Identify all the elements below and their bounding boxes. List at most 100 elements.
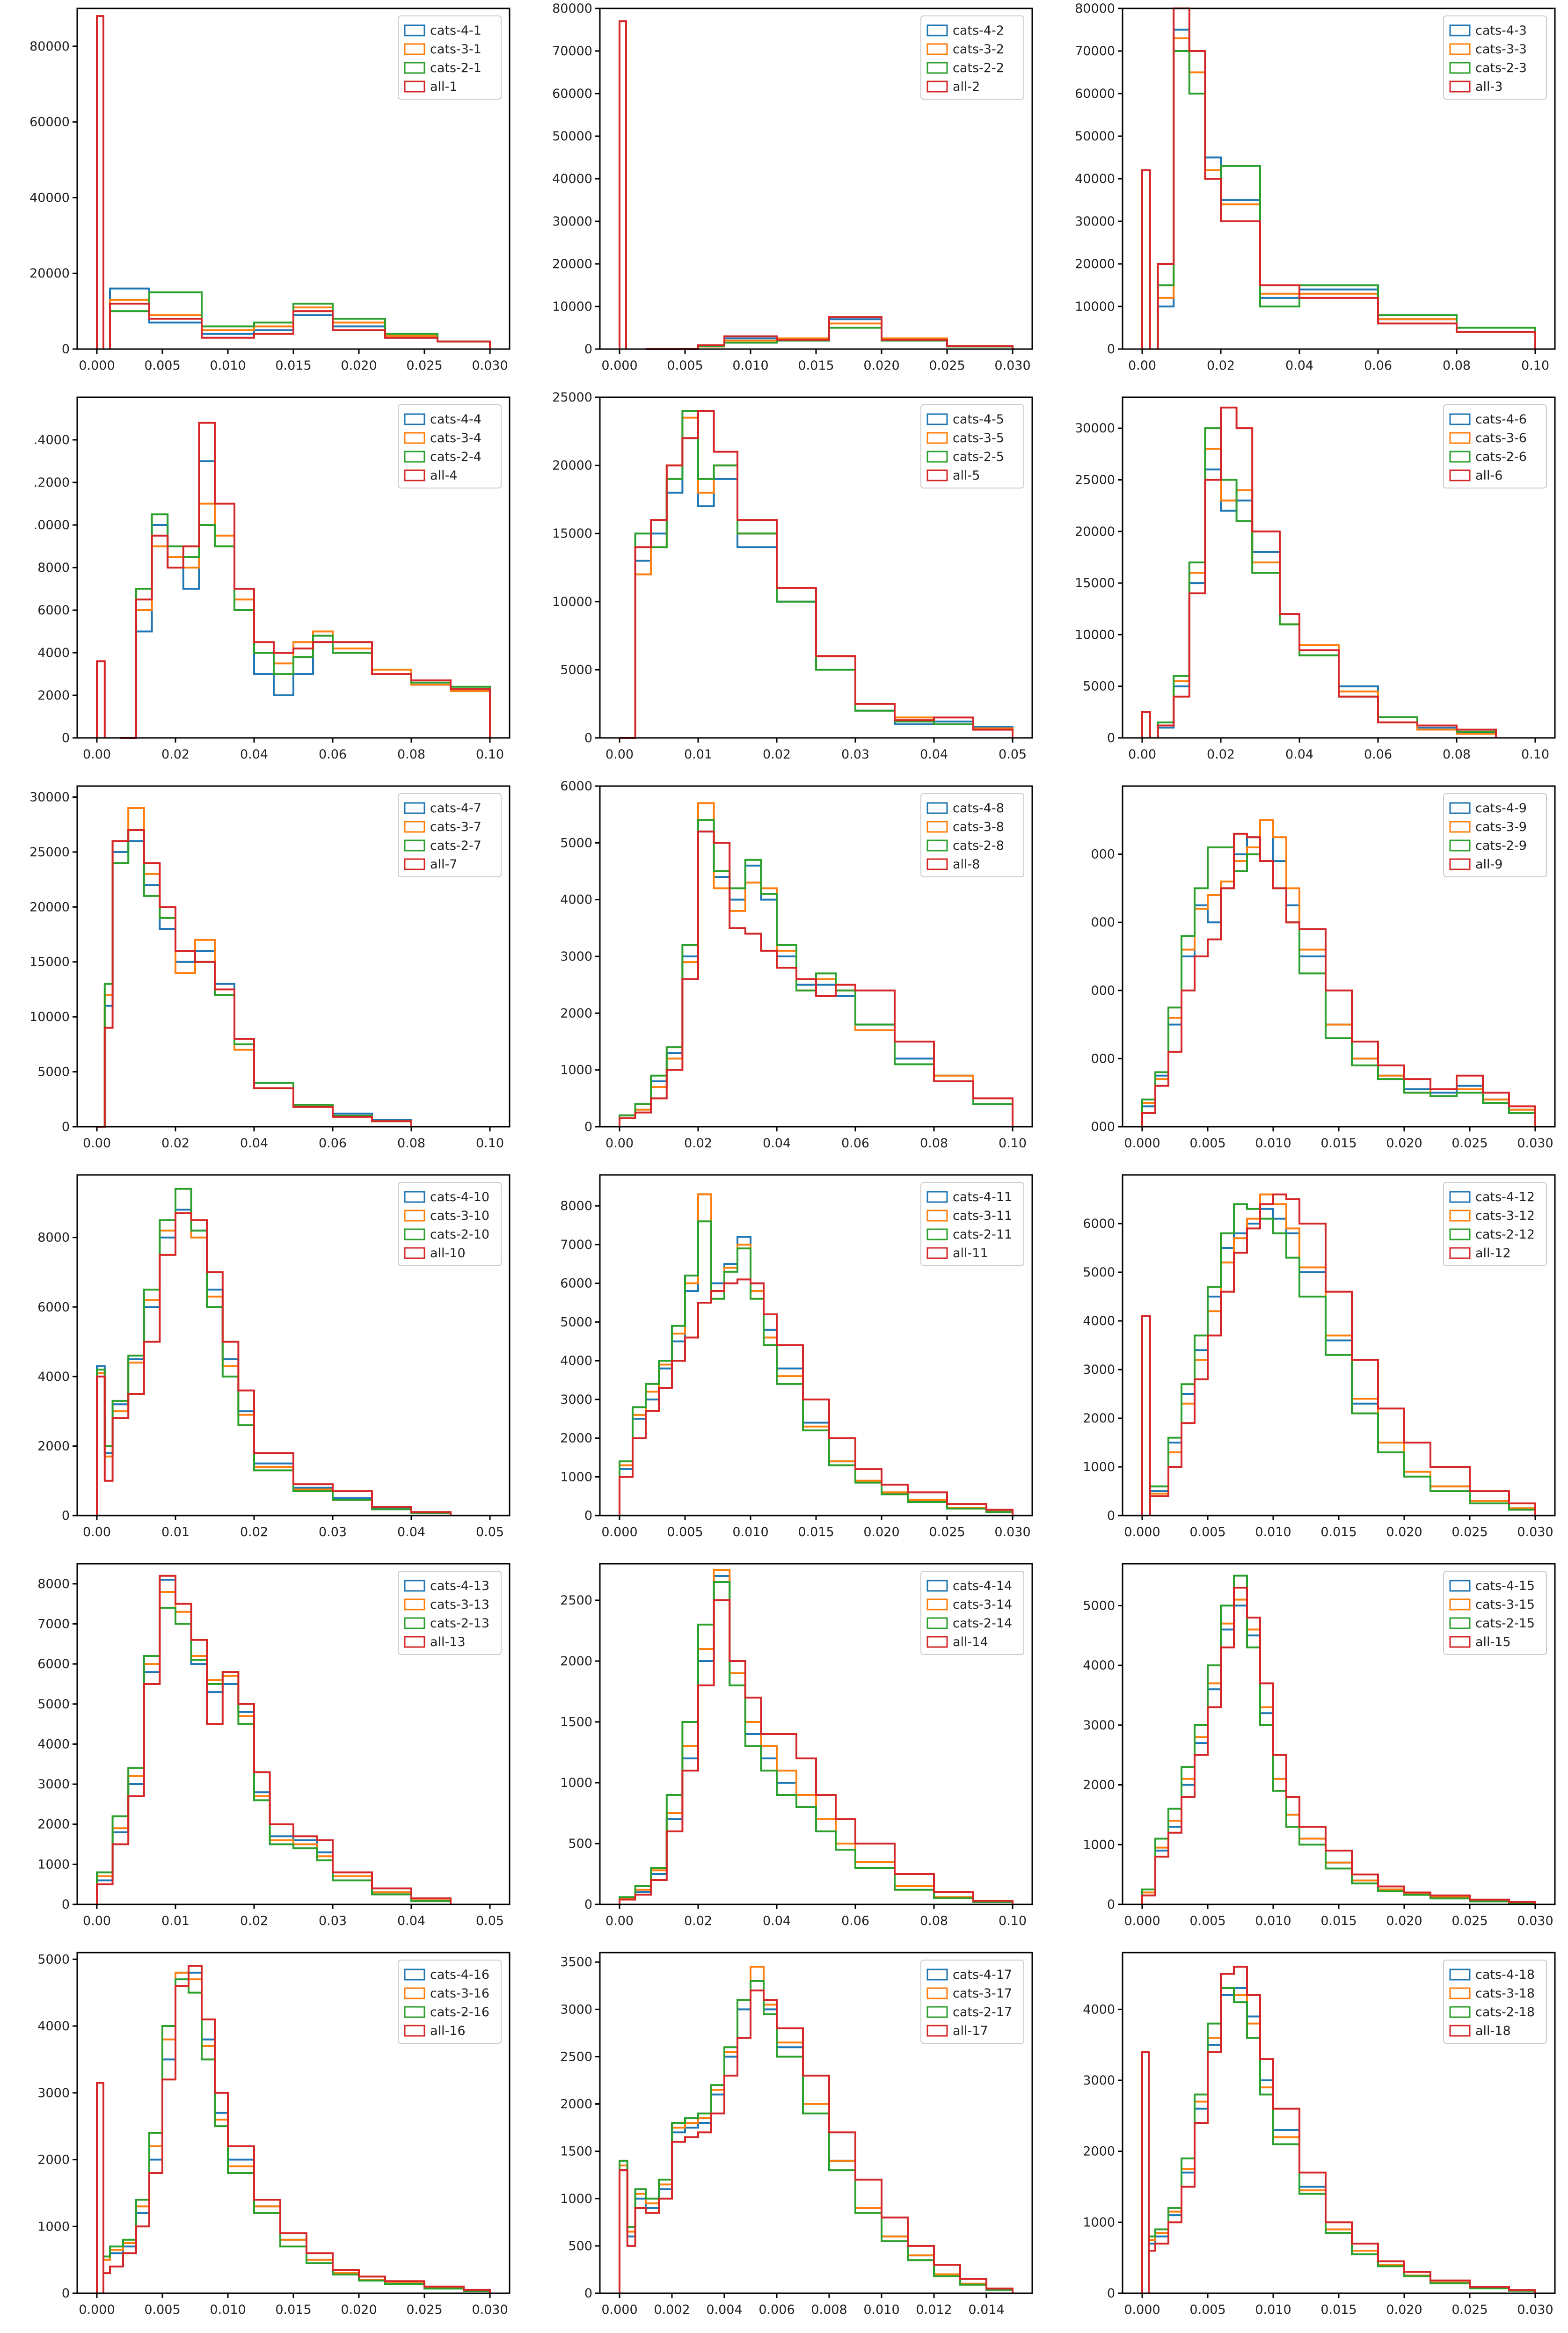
legend-swatch <box>404 2025 425 2037</box>
legend-swatch <box>404 24 425 36</box>
legend <box>920 793 1024 877</box>
legend-label: cats-2-17 <box>953 2005 1012 2020</box>
y-tick-label: 2000 <box>1083 1778 1115 1793</box>
y-tick-label: 2000 <box>560 1431 592 1446</box>
x-tick-label: 0.012 <box>916 2303 952 2317</box>
legend <box>398 1571 502 1655</box>
legend-swatch <box>404 451 425 463</box>
legend-label: cats-4-5 <box>953 412 1004 427</box>
legend-swatch <box>404 432 425 444</box>
legend-label: cats-2-12 <box>1475 1227 1535 1242</box>
y-tick-label: 000 <box>1091 984 1115 998</box>
x-tick-label: 0.04 <box>920 747 948 762</box>
x-tick-label: 0.000 <box>1124 1136 1160 1151</box>
x-tick-label: 0.04 <box>1285 747 1313 762</box>
legend-swatch <box>404 1968 425 1981</box>
spike-bar-1 <box>96 15 104 349</box>
y-tick-label: 40000 <box>1075 172 1115 186</box>
legend-swatch <box>926 43 948 55</box>
spike-bar-12 <box>1141 1315 1151 1516</box>
series-all-12 <box>1149 1193 1536 1516</box>
y-tick-label: 0 <box>62 1897 70 1912</box>
y-tick-label: .4000 <box>34 433 70 447</box>
legend <box>1443 793 1547 877</box>
x-tick-label: 0.01 <box>684 747 712 762</box>
legend-label: cats-4-13 <box>430 1579 489 1593</box>
legend-label: cats-2-14 <box>953 1616 1012 1631</box>
x-tick-label: 0.010 <box>210 358 246 373</box>
x-tick-label: 0.020 <box>863 1525 899 1539</box>
legend-label: cats-3-2 <box>953 42 1004 57</box>
y-tick-label: 1500 <box>560 2144 592 2159</box>
y-tick-label: 4000 <box>560 1354 592 1368</box>
y-tick-label: 5000 <box>560 1315 592 1329</box>
series-cats-3-13 <box>96 1590 452 1904</box>
y-tick-label: 10000 <box>29 1010 70 1024</box>
y-tick-label: 5000 <box>560 836 592 850</box>
legend-swatch <box>404 1210 425 1222</box>
legend-label: all-2 <box>953 80 980 94</box>
y-tick-label: 40000 <box>29 190 70 205</box>
y-tick-label: 2000 <box>37 1817 70 1832</box>
y-tick-label: 500 <box>568 2239 592 2253</box>
x-tick-label: 0.05 <box>999 747 1027 762</box>
y-tick-label: .2000 <box>34 475 70 490</box>
legend-swatch <box>926 2025 948 2037</box>
y-tick-label: 80000 <box>29 39 70 54</box>
legend-label: cats-4-10 <box>430 1190 489 1204</box>
y-tick-label: 4000 <box>37 646 70 660</box>
x-tick-label: 0.020 <box>1386 1525 1422 1539</box>
y-tick-label: 5000 <box>1083 679 1115 694</box>
y-tick-label: 4000 <box>37 2019 70 2034</box>
x-tick-label: 0.02 <box>1207 358 1235 373</box>
legend-label: cats-4-3 <box>1475 23 1527 38</box>
histogram-panel-1: 0.000 0.005 0.010 0.015 0.020 0.025 0.030 0 2000… <box>29 7 511 373</box>
legend-swatch <box>404 1987 425 1999</box>
x-tick-label: 0.05 <box>476 1914 504 1928</box>
x-tick-label: 0.014 <box>968 2303 1004 2317</box>
y-tick-label: 25000 <box>1075 473 1115 487</box>
legend-swatch <box>1449 469 1471 481</box>
series-cats-2-15 <box>1141 1575 1536 1904</box>
x-tick-label: 0.020 <box>1386 2303 1422 2317</box>
y-tick-label: 0 <box>62 1120 70 1134</box>
x-tick-label: 0.000 <box>79 358 115 373</box>
histogram-panel-3: 0.00 0.02 0.04 0.06 0.08 0.10 0 10000 20000 30000… <box>1075 1 1556 373</box>
x-tick-label: 0.10 <box>999 1914 1027 1928</box>
x-tick-label: 0.10 <box>476 1136 504 1151</box>
y-tick-label: 10000 <box>552 595 592 609</box>
legend-swatch <box>926 1968 948 1981</box>
legend <box>920 1571 1024 1655</box>
legend-swatch <box>1449 1598 1471 1611</box>
x-tick-label: 0.010 <box>732 358 768 373</box>
legend-swatch <box>926 1191 948 1203</box>
x-tick-label: 0.020 <box>341 358 377 373</box>
x-tick-label: 0.005 <box>667 358 703 373</box>
legend-label: cats-3-16 <box>430 1986 489 2001</box>
histogram-panel-13: 0.00 0.01 0.02 0.03 0.04 0.05 0 1000 2000 3000 400… <box>37 1563 511 1928</box>
x-tick-label: 0.10 <box>1521 358 1549 373</box>
axes-frame <box>599 396 1033 739</box>
legend-swatch <box>404 858 425 870</box>
y-tick-label: 20000 <box>29 266 70 281</box>
legend-label: cats-2-15 <box>1475 1616 1535 1631</box>
y-tick-label: 6000 <box>37 1300 70 1314</box>
y-tick-label: 50000 <box>552 129 592 144</box>
y-tick-label: 4000 <box>37 1737 70 1751</box>
legend-label: cats-3-5 <box>953 431 1004 445</box>
legend-label: cats-4-2 <box>953 23 1004 38</box>
series-cats-2-9 <box>1141 846 1536 1127</box>
x-tick-label: 0.000 <box>1124 1914 1160 1928</box>
y-tick-label: 15000 <box>552 526 592 541</box>
legend-swatch <box>926 1580 948 1592</box>
legend-label: cats-3-4 <box>430 431 481 445</box>
x-tick-label: 0.005 <box>1189 1136 1225 1151</box>
y-tick-label: 1000 <box>560 1776 592 1790</box>
series-all-7 <box>97 829 412 1128</box>
x-tick-label: 0.08 <box>1443 747 1471 762</box>
x-tick-label: 0.04 <box>240 1136 268 1151</box>
x-tick-label: 0.02 <box>240 1914 268 1928</box>
x-tick-label: 0.03 <box>319 1914 347 1928</box>
y-tick-label: 2000 <box>1083 1411 1115 1426</box>
x-tick-label: 0.10 <box>999 1136 1027 1151</box>
